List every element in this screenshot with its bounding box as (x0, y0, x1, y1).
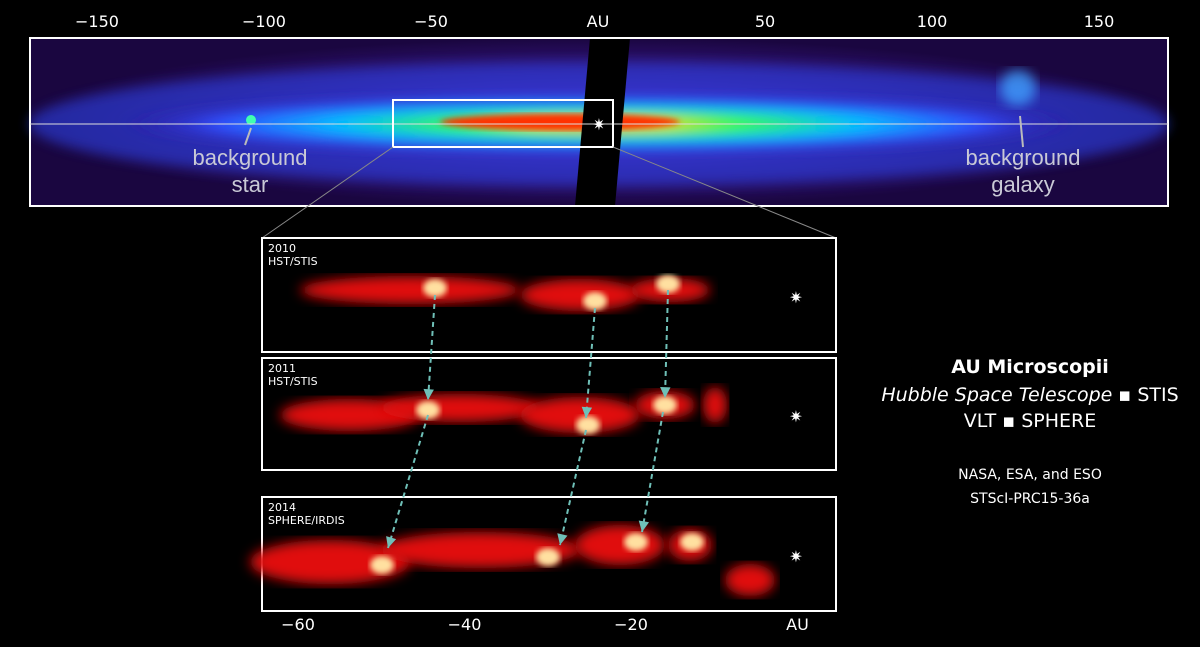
annotation: background (966, 145, 1081, 170)
panel-instrument: HST/STIS (268, 255, 318, 268)
svg-text:✷: ✷ (789, 288, 802, 307)
bottom-tick-label: −40 (448, 615, 482, 634)
panel-year: 2011 (268, 362, 296, 375)
annotation: galaxy (991, 172, 1055, 197)
bottom-tick-label: −60 (281, 615, 315, 634)
caption-id: STScI-PRC15-36a (970, 491, 1090, 507)
top-tick-label: −150 (75, 12, 119, 31)
caption-italic: Hubble Space Telescope (881, 384, 1112, 406)
top-tick-label: −50 (414, 12, 448, 31)
bottom-tick-label: AU (786, 615, 809, 634)
top-tick-label: −100 (242, 12, 286, 31)
caption-line: Hubble Space Telescope ▪ STIS (881, 384, 1178, 406)
top-tick-label: 50 (755, 12, 775, 31)
svg-text:✷: ✷ (592, 115, 605, 134)
panel-year: 2010 (268, 242, 296, 255)
panel-instrument: HST/STIS (268, 375, 318, 388)
disk-image: ✷ (29, 37, 1169, 207)
caption-line: VLT ▪ SPHERE (964, 410, 1097, 432)
annotation: background (193, 145, 308, 170)
panel-instrument: SPHERE/IRDIS (268, 514, 345, 527)
panels: ✷2010HST/STIS✷2011HST/STIS✷2014SPHERE/IR… (250, 237, 837, 612)
panel-year: 2014 (268, 501, 296, 514)
annotation: star (232, 172, 269, 197)
top-tick-label: 150 (1084, 12, 1115, 31)
svg-text:✷: ✷ (789, 407, 802, 426)
bottom-tick-label: −20 (614, 615, 648, 634)
caption-credit: NASA, ESA, and ESO (958, 467, 1102, 483)
svg-text:✷: ✷ (789, 547, 802, 566)
caption-title: AU Microscopii (951, 356, 1109, 378)
top-tick-label: 100 (917, 12, 948, 31)
top-tick-label: AU (587, 12, 610, 31)
caption-rest: ▪ STIS (1118, 384, 1178, 406)
